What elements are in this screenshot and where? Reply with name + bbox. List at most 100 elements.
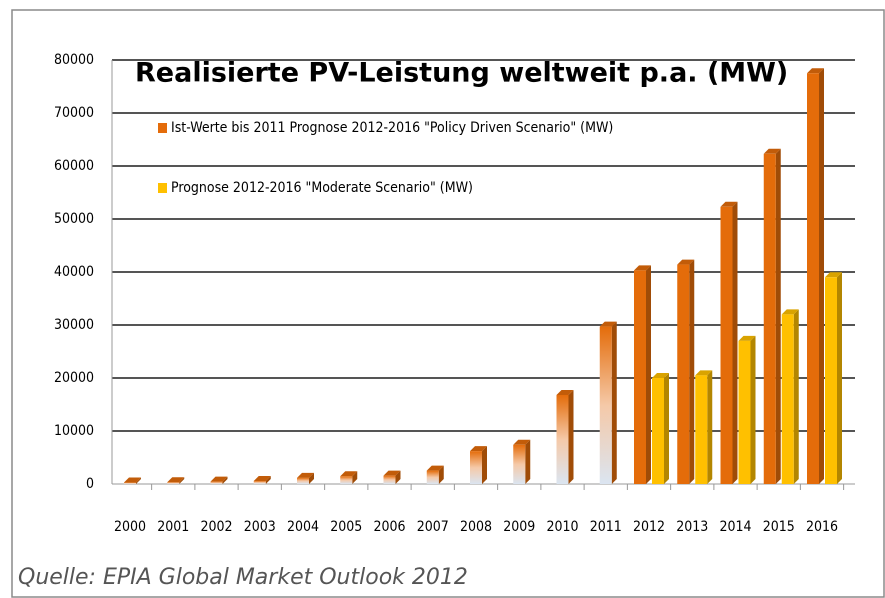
- bar-side: [525, 439, 531, 484]
- legend-swatch: [158, 123, 167, 133]
- y-tick-label: 70000: [54, 105, 94, 121]
- bar: [297, 477, 309, 484]
- y-tick-label: 0: [86, 476, 94, 492]
- bar-top: [720, 201, 738, 207]
- bar-side: [265, 475, 271, 484]
- legend-swatch: [158, 183, 167, 193]
- bar: [167, 482, 180, 484]
- bar-side: [793, 309, 799, 484]
- bar-side: [136, 477, 141, 484]
- bar-top: [253, 475, 271, 481]
- x-tick-label: 2007: [417, 519, 449, 535]
- bar-top: [426, 465, 444, 471]
- bar-top: [210, 476, 228, 482]
- bar: [634, 270, 646, 484]
- bar: [825, 277, 837, 484]
- y-tick-label: 60000: [54, 158, 94, 174]
- x-tick-label: 2001: [157, 519, 189, 535]
- bar-top: [599, 321, 617, 327]
- bar: [763, 153, 776, 484]
- bar-top: [634, 265, 651, 271]
- bar-top: [652, 373, 669, 378]
- y-tick-label: 10000: [54, 423, 94, 439]
- bar-top: [825, 272, 842, 278]
- bar-top: [738, 335, 756, 341]
- bar: [781, 314, 794, 484]
- bar-side: [819, 68, 824, 484]
- x-tick-label: 2000: [114, 519, 146, 535]
- bar: [677, 264, 690, 484]
- x-tick-label: 2016: [806, 519, 838, 535]
- bar-side: [775, 148, 781, 484]
- bar-top: [470, 446, 487, 452]
- bar-top: [807, 68, 824, 74]
- bar-side: [611, 321, 617, 484]
- bar-side: [732, 201, 738, 484]
- source-note: Quelle: EPIA Global Market Outlook 2012: [18, 565, 468, 590]
- bar-side: [837, 272, 842, 484]
- y-tick-label: 50000: [54, 211, 94, 227]
- bar: [720, 206, 733, 484]
- chart-title: Realisierte PV-Leistung weltweit p.a. (M…: [135, 58, 788, 89]
- bar-top: [556, 389, 574, 395]
- bar: [340, 476, 353, 484]
- bar: [426, 470, 439, 484]
- x-tick-label: 2014: [719, 519, 751, 535]
- bar-side: [482, 446, 487, 484]
- x-tick-label: 2011: [590, 519, 622, 535]
- bar-side: [568, 389, 574, 484]
- bar: [652, 378, 664, 484]
- bar: [695, 375, 708, 484]
- bar: [253, 480, 266, 484]
- bar-top: [383, 470, 401, 476]
- legend-label: Prognose 2012-2016 "Moderate Scenario" (…: [171, 180, 473, 196]
- bar: [599, 326, 612, 484]
- bar: [556, 394, 569, 484]
- y-tick-label: 40000: [54, 264, 94, 280]
- bar: [124, 482, 136, 484]
- bar-top: [297, 472, 314, 478]
- bar: [513, 444, 526, 484]
- bar-top: [781, 309, 799, 315]
- bar-top: [124, 477, 141, 483]
- x-tick-label: 2002: [200, 519, 232, 535]
- bar-side: [646, 265, 651, 484]
- x-tick-label: 2015: [763, 519, 795, 535]
- bar: [738, 340, 751, 484]
- legend-label: Ist-Werte bis 2011 Prognose 2012-2016 "P…: [171, 120, 613, 136]
- bar: [807, 73, 819, 484]
- bar: [383, 475, 396, 484]
- bar-side: [352, 471, 358, 484]
- x-tick-label: 2012: [633, 519, 665, 535]
- bar-top: [695, 370, 713, 376]
- bar-top: [513, 439, 531, 445]
- bar-top: [763, 148, 781, 154]
- bar-side: [438, 465, 444, 484]
- bar-side: [222, 476, 228, 484]
- bar-top: [167, 477, 185, 483]
- chart-frame: [11, 9, 885, 598]
- bar-side: [707, 370, 713, 484]
- y-tick-label: 20000: [54, 370, 94, 386]
- x-tick-label: 2004: [287, 519, 319, 535]
- bar-side: [664, 373, 669, 484]
- x-tick-label: 2003: [244, 519, 276, 535]
- bar-side: [395, 470, 401, 484]
- bar-top: [340, 471, 358, 477]
- bar: [210, 481, 223, 484]
- bar-side: [750, 335, 756, 484]
- bar-side: [309, 472, 314, 484]
- x-tick-label: 2010: [546, 519, 578, 535]
- bar-top: [677, 259, 695, 265]
- x-tick-label: 2008: [460, 519, 492, 535]
- bar-side: [179, 477, 185, 484]
- bar-side: [689, 259, 695, 484]
- x-tick-label: 2009: [503, 519, 535, 535]
- x-tick-label: 2006: [373, 519, 405, 535]
- y-tick-label: 80000: [54, 52, 94, 68]
- bar: [470, 451, 482, 484]
- x-tick-label: 2005: [330, 519, 362, 535]
- x-tick-label: 2013: [676, 519, 708, 535]
- y-tick-label: 30000: [54, 317, 94, 333]
